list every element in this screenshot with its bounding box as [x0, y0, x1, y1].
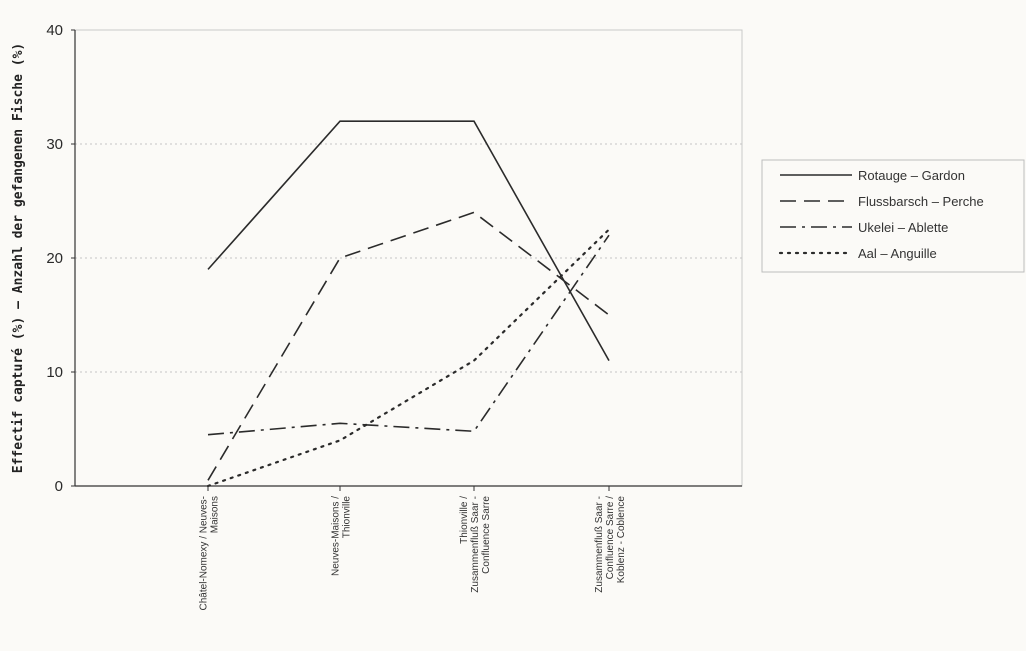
x-tick-label: Thionville	[342, 496, 353, 539]
series-line-0	[207, 120, 610, 361]
x-tick-label: Koblenz - Coblence	[616, 496, 627, 584]
legend: Rotauge – Gardon Flussbarsch – Perche Ukel…	[761, 159, 1025, 273]
series-lines	[206, 120, 611, 488]
y-tick-label: 0	[55, 478, 63, 495]
x-tick-label: Neuves-Maisons /	[331, 496, 342, 576]
legend-label: Aal – Anguille	[858, 246, 937, 261]
x-tick-label: Confluence Sarre	[481, 496, 492, 574]
x-tick-label: Maisons	[210, 496, 221, 533]
series-line-3	[206, 228, 611, 488]
x-tick-label: Châtel-Nomexy / Neuves-	[199, 496, 210, 610]
x-tick-label: Thionville /	[459, 496, 470, 544]
y-tick-label: 30	[46, 136, 63, 153]
y-tick-label: 20	[46, 250, 63, 267]
series-line-1	[207, 211, 610, 481]
series-line-2	[207, 234, 610, 436]
legend-label: Flussbarsch – Perche	[858, 194, 984, 209]
y-axis-label: Effectif capturé (%) – Anzahl der gefang…	[11, 43, 26, 473]
y-axis: 0 10 20 30 40	[46, 22, 76, 495]
x-axis: Châtel-Nomexy / Neuves- Maisons Neuves-Mai…	[75, 485, 742, 610]
y-tick-label: 10	[46, 364, 63, 381]
x-tick-label: Zusammenfluß Saar -	[594, 496, 605, 593]
x-tick-label: Zusammenfluß Saar -	[470, 496, 481, 593]
legend-label: Rotauge – Gardon	[858, 168, 965, 183]
y-tick-label: 40	[46, 22, 63, 39]
legend-label: Ukelei – Ablette	[858, 220, 948, 235]
gridlines	[75, 143, 742, 373]
x-tick-label: Confluence Sarre /	[605, 496, 616, 580]
